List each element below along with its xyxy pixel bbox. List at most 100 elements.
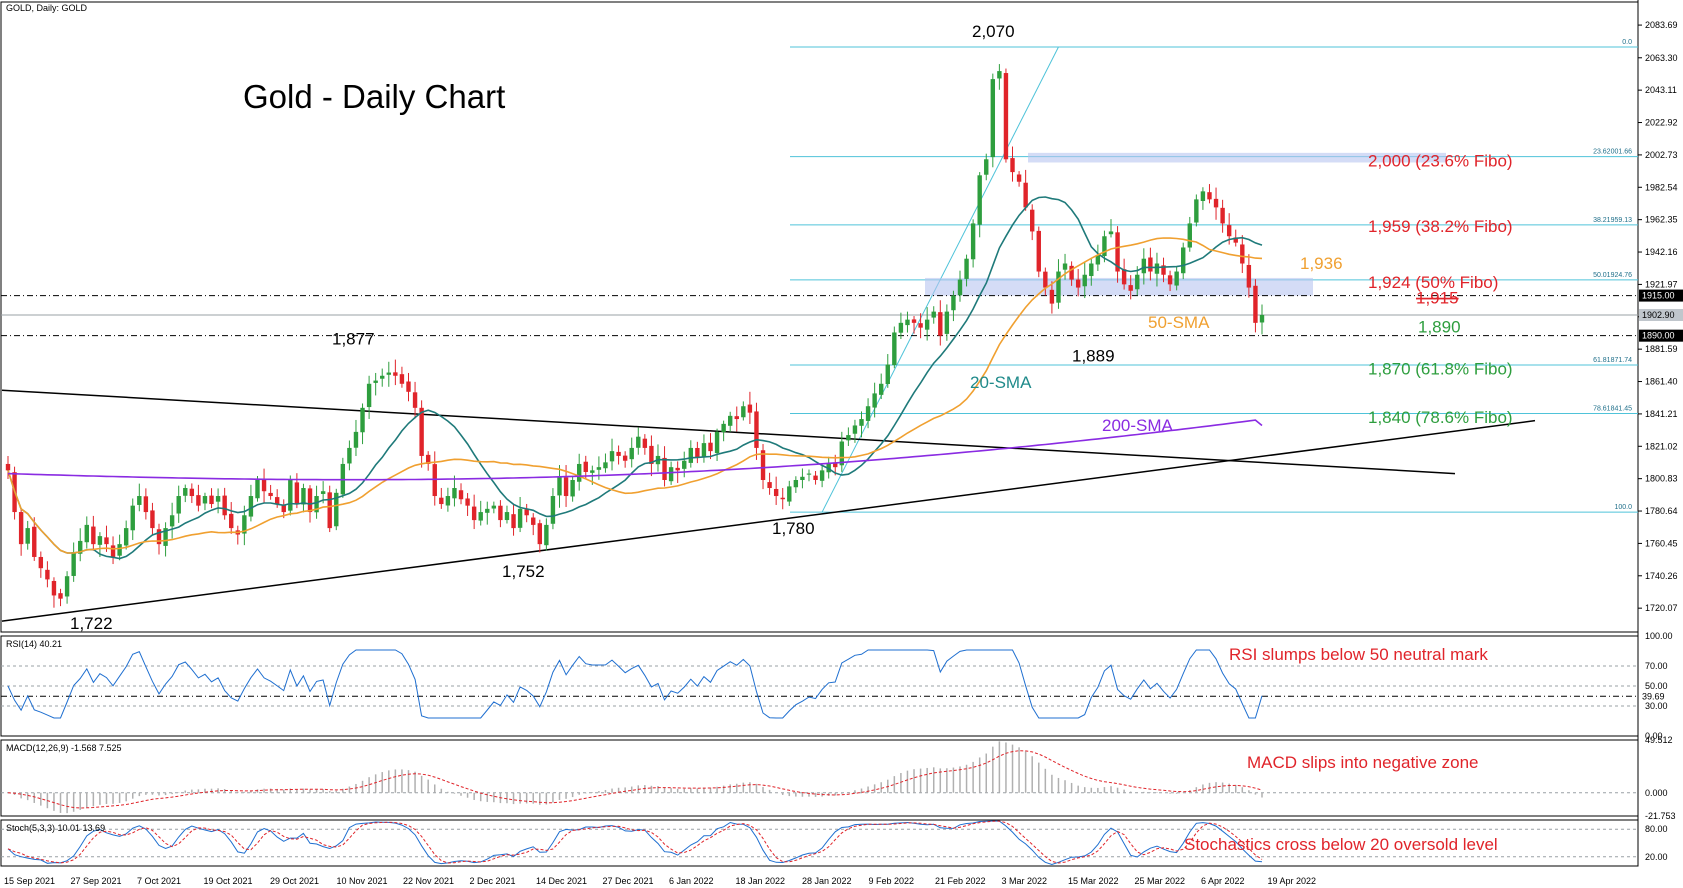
candle [504, 505, 510, 524]
candle-body [741, 406, 746, 418]
candle-body [708, 442, 713, 452]
candle-body [1003, 73, 1009, 160]
candle [957, 270, 963, 302]
candle [150, 502, 155, 536]
candle-body [550, 496, 556, 524]
candle [865, 398, 871, 429]
candle-body [242, 515, 247, 534]
candle-body [957, 279, 963, 296]
candle-body [183, 488, 188, 496]
candle-body [754, 411, 759, 448]
candle-body [45, 569, 50, 580]
candle-body [616, 451, 621, 456]
candle-body [176, 496, 181, 514]
macd-annotation: MACD slips into negative zone [1247, 753, 1479, 772]
candle-body [1154, 263, 1160, 274]
candle [202, 492, 208, 511]
price-tick-label: 1982.54 [1645, 182, 1678, 192]
candle [944, 304, 950, 341]
candle [576, 453, 582, 491]
sma20-label: 20-SMA [970, 373, 1032, 392]
level-label: 1,936 [1300, 254, 1343, 273]
candle-body [202, 496, 208, 504]
candle-body [557, 476, 562, 496]
candle-body [760, 450, 766, 480]
candle [537, 519, 543, 553]
candle-body [846, 435, 851, 441]
candle [137, 483, 142, 512]
candle [189, 483, 195, 504]
candle-body [531, 517, 536, 525]
candle-body [990, 79, 996, 158]
candle [1102, 230, 1107, 263]
candle [1095, 244, 1101, 271]
date-tick-label: 15 Mar 2022 [1068, 876, 1119, 886]
candle-body [222, 495, 227, 516]
candle [1108, 219, 1114, 238]
candle [1121, 258, 1127, 290]
candle-body [5, 463, 11, 471]
candle [130, 498, 135, 541]
candle-body [1240, 244, 1245, 264]
candle-body [373, 380, 378, 383]
candle-body [334, 492, 339, 527]
candle [386, 361, 391, 387]
candle [839, 431, 845, 472]
candle-body [1213, 198, 1219, 208]
candle-body [1259, 314, 1265, 323]
candle [1082, 262, 1087, 299]
candle-body [386, 372, 391, 375]
candle-body [879, 383, 884, 395]
candle-body [1246, 264, 1252, 288]
candle-body [517, 508, 523, 528]
price-point-label: 1,889 [1072, 346, 1115, 365]
candle [38, 551, 44, 578]
candle-body [977, 175, 982, 225]
candle [1075, 269, 1081, 297]
candle-body [248, 496, 254, 517]
candle [45, 561, 50, 588]
candle [609, 438, 615, 471]
sma50-label: 50-SMA [1148, 313, 1210, 332]
candle-body [1102, 236, 1107, 257]
candle [701, 434, 707, 463]
candle [721, 420, 726, 442]
candle [478, 500, 483, 526]
candle [898, 312, 904, 339]
candle-body [1121, 269, 1127, 285]
candle-body [727, 415, 733, 426]
candle [1194, 194, 1199, 227]
candle-body [353, 431, 359, 448]
candle [51, 577, 57, 608]
candle [340, 457, 346, 498]
price-tick-label: 1780.64 [1645, 506, 1678, 516]
price-tick-label: 2022.92 [1645, 118, 1678, 128]
candle [747, 391, 753, 425]
candle [465, 493, 470, 516]
candle-body [110, 545, 116, 557]
candle [255, 475, 260, 502]
candle [1154, 252, 1160, 287]
candle-body [1167, 275, 1173, 285]
candle-body [964, 258, 969, 279]
line-1890-tag: 1890.00 [1642, 331, 1675, 341]
candle-body [1181, 247, 1186, 274]
candle-body [229, 513, 234, 529]
candle-body [682, 460, 687, 469]
date-tick-label: 19 Oct 2021 [204, 876, 253, 886]
date-tick-label: 2 Dec 2021 [470, 876, 516, 886]
candle [793, 476, 799, 493]
candle [773, 476, 779, 505]
candle [1187, 216, 1192, 252]
candle [1003, 68, 1009, 163]
candle-body [288, 479, 293, 511]
candle [511, 503, 516, 536]
fib-level-label: 1,924 (50% Fibo) [1368, 273, 1498, 292]
fib-tag: 78.61841.45 [1593, 406, 1632, 413]
candle-body [905, 319, 910, 326]
candle-body [1253, 285, 1258, 323]
candle-body [104, 537, 109, 545]
candle-body [570, 479, 575, 497]
candle [892, 326, 897, 369]
candle-body [911, 319, 917, 323]
